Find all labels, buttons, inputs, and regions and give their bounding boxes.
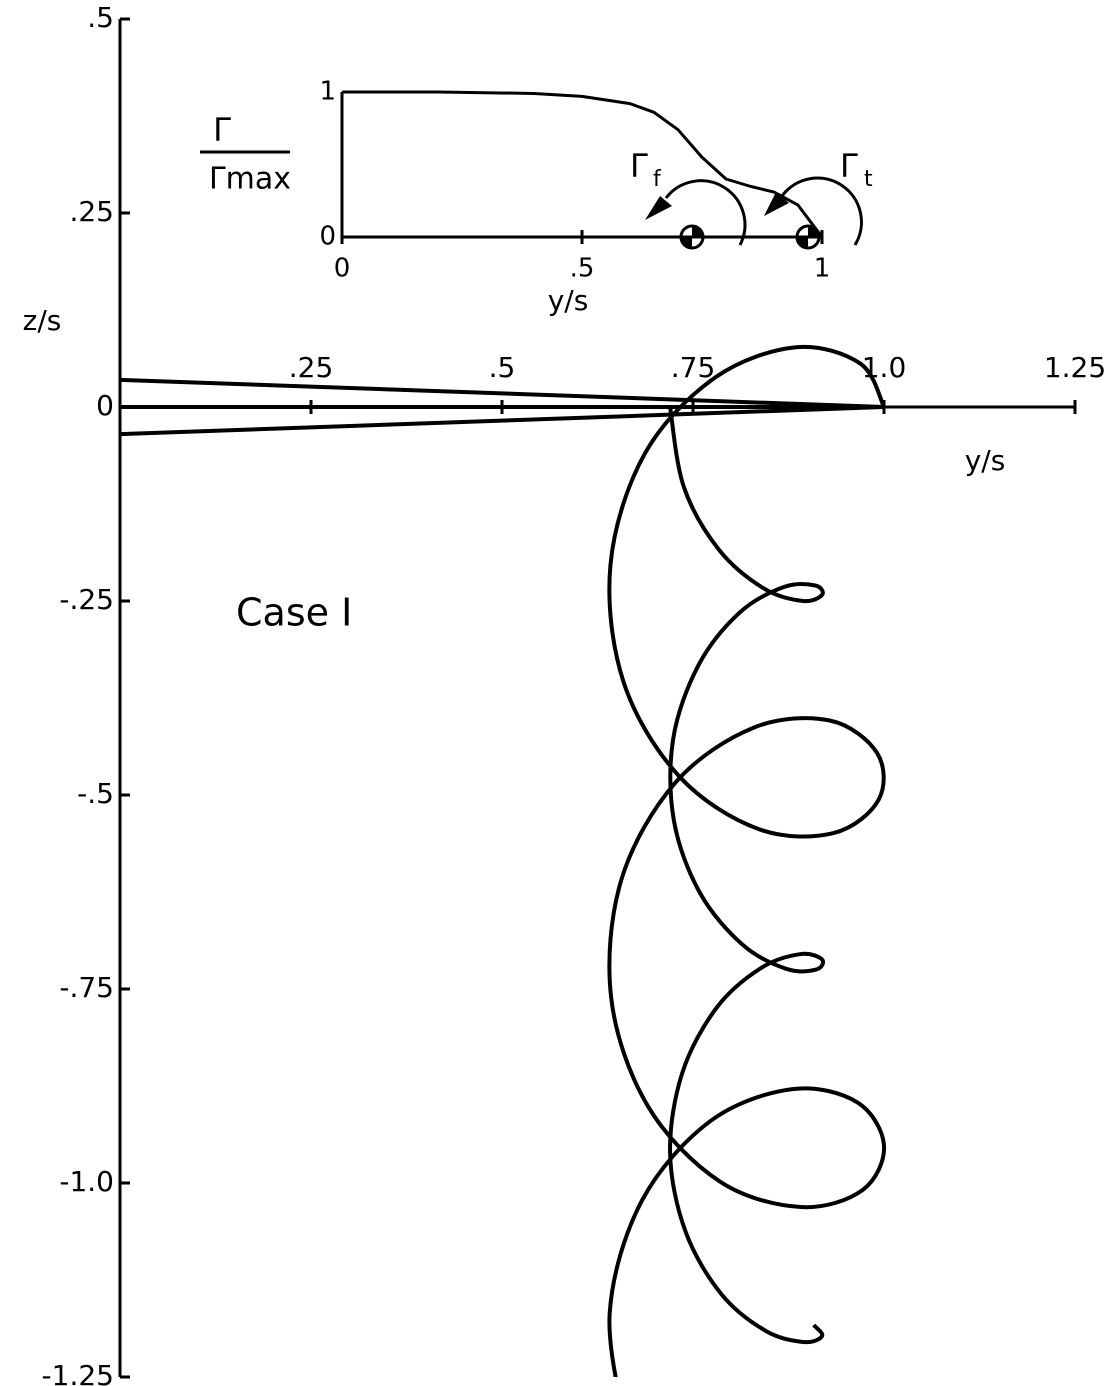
x-axis-label: y/s xyxy=(965,444,1006,477)
arrow-head xyxy=(645,196,672,220)
y-tick-label: 0 xyxy=(96,389,114,422)
y-tick-label: -.75 xyxy=(59,971,114,1004)
case-label: Case I xyxy=(236,591,352,635)
x-tick-label: 1.25 xyxy=(1044,351,1106,384)
x-tick-label: 1 xyxy=(814,254,831,284)
y-tick-label: -1.0 xyxy=(59,1165,114,1198)
x-tick-label: .25 xyxy=(289,351,334,384)
annotation-symbol: Γ xyxy=(630,147,648,185)
rotation-arrow xyxy=(664,179,747,246)
y-tick-label: 1 xyxy=(319,77,336,107)
y-tick-label: 0 xyxy=(319,222,336,252)
annotation-sub: t xyxy=(864,167,873,192)
trajectory xyxy=(119,405,885,437)
y-tick-label: -1.25 xyxy=(42,1359,114,1386)
x-tick-label: .5 xyxy=(570,254,595,284)
x-tick-label: .5 xyxy=(489,351,516,384)
arrow-head xyxy=(764,192,789,216)
y-tick-label: -.25 xyxy=(59,583,114,616)
y-tick-label: .25 xyxy=(69,195,114,228)
x-tick-label: 1.0 xyxy=(862,351,907,384)
chart-1: 010.5 1 xyxy=(319,77,830,284)
y-tick-label: -.5 xyxy=(77,777,114,810)
inset-x-label: y/s xyxy=(548,284,589,317)
inset-y-label-bottom: Γmax xyxy=(209,162,291,197)
annotation-symbol: Γ xyxy=(840,147,858,185)
trajectory xyxy=(119,377,885,409)
inset-y-label-top: Γ xyxy=(213,111,231,149)
trajectory xyxy=(607,344,887,1377)
rotation-arrow xyxy=(780,176,863,246)
y-tick-label: .5 xyxy=(87,1,114,34)
x-tick-label: 0 xyxy=(334,254,351,284)
chart-0: .5 .25 0 -.25 -.5 -.75 -1.0 -1.25 .25 .5 .75 1.0 1.2… xyxy=(42,1,1107,1386)
annotation-sub: f xyxy=(653,167,662,192)
y-axis-label: z/s xyxy=(23,304,62,337)
series-group xyxy=(342,90,824,238)
x-tick-label: .75 xyxy=(671,351,716,384)
trajectory xyxy=(668,406,826,1345)
series-group xyxy=(119,344,887,1377)
trajectory xyxy=(342,90,824,238)
